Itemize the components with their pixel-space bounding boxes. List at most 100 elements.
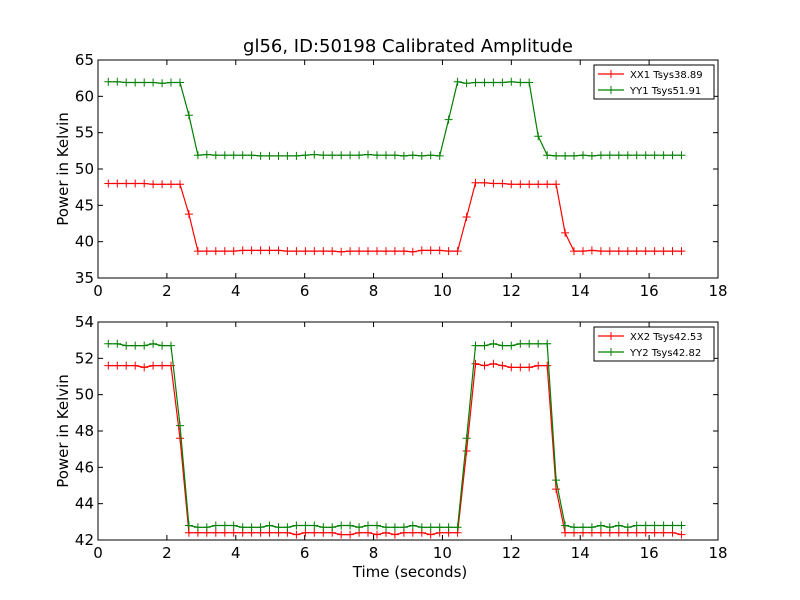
chart-1-series-2-point — [265, 151, 274, 160]
chart-2-series-1-point — [131, 361, 140, 370]
chart-1: gl56, ID:50198 Calibrated Amplitude Powe… — [54, 36, 728, 300]
chart-2-series-2-point — [650, 521, 659, 530]
chart-1-series-1-point — [176, 180, 184, 189]
chart-1-series-2-point — [364, 150, 372, 159]
chart-1-series-1-point — [677, 247, 686, 256]
chart-2-series-1-point — [525, 363, 534, 372]
chart-1-series-1-point — [561, 228, 570, 237]
chart-2-legend-item-2: YY2 Tsys42.82 — [598, 348, 701, 359]
chart-2-series-2-point — [614, 521, 623, 530]
chart-2-series-2-point — [417, 523, 426, 532]
chart-2-series-2-point — [399, 523, 408, 532]
chart-1-y-tick-label: 45 — [75, 196, 94, 214]
chart-1-x-tick-label: 16 — [640, 282, 659, 300]
chart-1-series-1-point — [570, 247, 578, 256]
chart-1-legend-item-2: YY1 Tsys51.91 — [598, 86, 701, 97]
chart-2-series-1-point — [364, 528, 372, 537]
chart-2-series-1-point — [471, 359, 480, 368]
chart-1-series-2-point — [543, 151, 552, 160]
chart-2-series-1-point — [668, 528, 677, 537]
chart-1-series-1-point — [113, 179, 122, 188]
chart-2-series-1-point — [641, 528, 650, 537]
chart-2-x-tick-label: 2 — [162, 544, 172, 562]
chart-1-series-1-point — [471, 178, 480, 187]
chart-2-series-1-point — [426, 530, 435, 539]
chart-1-series-1-point — [426, 246, 435, 255]
chart-2-series-2-point — [587, 523, 596, 532]
chart-1-series-1-point — [543, 180, 552, 189]
chart-1-x-tick-label: 4 — [231, 282, 241, 300]
chart-1-legend-marker-2 — [607, 86, 615, 94]
chart-1-series-2-point — [256, 151, 265, 160]
chart-2-series-1-point — [265, 528, 274, 537]
chart-1-series-2-point — [632, 151, 641, 160]
chart-2-series-1-point — [534, 361, 543, 370]
chart-2-series — [104, 339, 686, 539]
chart-1-series-2-point — [605, 151, 614, 160]
chart-1-series-1-point — [140, 179, 149, 188]
chart-1-series-2-point — [122, 78, 131, 87]
chart-2-series-2-point — [149, 339, 158, 348]
chart-1-series-1-point — [498, 179, 507, 188]
chart-2-x-tick-label: 4 — [231, 544, 241, 562]
chart-1-series-2-point — [471, 78, 480, 87]
chart-1-x-tick-label: 2 — [162, 282, 172, 300]
chart-1-series-2-point — [525, 78, 534, 87]
chart-2-series-2-point — [677, 521, 686, 530]
chart-2-series-2-point — [158, 341, 167, 350]
chart-1-series-1-point — [632, 247, 641, 256]
chart-2-x-tick-label: 6 — [300, 544, 310, 562]
chart-1-series-1-point — [534, 180, 543, 189]
chart-1-series-1-point — [193, 247, 202, 256]
chart-2-y-tick-label: 42 — [75, 531, 94, 549]
chart-1-series-1-point — [337, 247, 346, 256]
chart-2-series-1-point — [104, 361, 113, 370]
chart-1-series-1-point — [310, 247, 319, 256]
chart-2-series-2-point — [516, 339, 525, 348]
chart-1-series-2-point — [319, 151, 328, 160]
chart-1-series-1-point — [390, 247, 399, 256]
chart-1-series-2-point — [534, 132, 543, 141]
chart-1-series-2-point — [399, 151, 408, 160]
chart-1-title: gl56, ID:50198 Calibrated Amplitude — [243, 36, 573, 57]
chart-1-series-1-point — [202, 247, 211, 256]
chart-2-series-1-point — [373, 530, 381, 539]
chart-2-series-2-point — [220, 521, 229, 530]
chart-1-x-tick-label: 10 — [433, 282, 452, 300]
chart-2-y-tick-label: 48 — [75, 422, 94, 440]
chart-2-y-tick-label: 44 — [75, 495, 94, 513]
chart-2-x-tick-label: 14 — [571, 544, 590, 562]
chart-1-series-1-point — [579, 247, 587, 256]
chart-2-series-1-point — [184, 528, 193, 537]
chart-2-y-tick-label: 54 — [75, 313, 94, 331]
chart-2-series-2-point — [435, 523, 444, 532]
chart-2-series-2-point — [193, 523, 202, 532]
chart-2-series-2-point — [561, 521, 570, 530]
chart-2-series-2-point — [570, 523, 578, 532]
chart-2-series-1-point — [480, 361, 489, 370]
chart-2-series-1-point — [229, 528, 238, 537]
chart-1-series-2-point — [641, 151, 650, 160]
chart-2-legend-box — [593, 326, 715, 362]
chart-1-series-2-point — [552, 151, 561, 160]
chart-1-x-tick-label: 12 — [502, 282, 521, 300]
chart-1-series-1-point — [444, 247, 453, 256]
chart-1-y-tick-label: 50 — [75, 160, 94, 178]
chart-1-y-tick-label: 55 — [75, 124, 94, 142]
chart-1-series-2-point — [238, 151, 247, 160]
chart-2-series-1-point — [650, 528, 659, 537]
chart-2-series-2-point — [274, 523, 283, 532]
chart-2-series-2-point — [167, 341, 175, 350]
chart-1-series-2-point — [516, 78, 525, 87]
chart-2-series-2-point — [202, 523, 211, 532]
chart-2-y-tick-label: 50 — [75, 386, 94, 404]
chart-2-x-tick-label: 18 — [708, 544, 727, 562]
chart-2-series-1-point — [507, 363, 516, 372]
chart-2-series-2-point — [140, 341, 149, 350]
chart-1-x-tick-label: 8 — [369, 282, 379, 300]
chart-2-y-tick-label: 52 — [75, 349, 94, 367]
chart-1-series-2-point — [587, 151, 596, 160]
chart-2-series-1-point — [390, 530, 399, 539]
chart-1-x-tick-label: 18 — [708, 282, 727, 300]
chart-2-series-2-point — [480, 341, 489, 350]
